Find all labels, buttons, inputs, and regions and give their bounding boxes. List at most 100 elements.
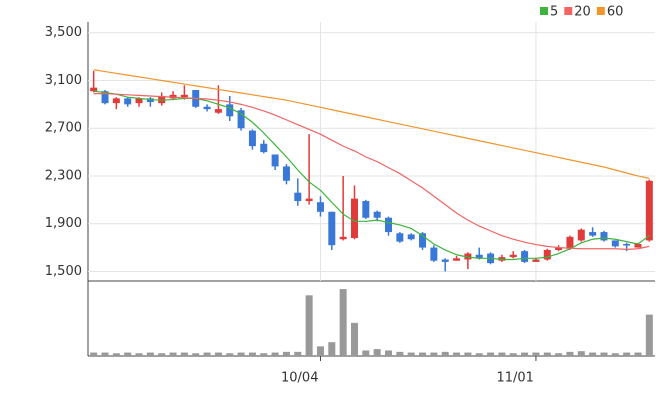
volume-bar [192, 353, 200, 356]
candle-body [350, 198, 358, 239]
volume-bar [611, 353, 619, 356]
legend-label: 5 [550, 5, 558, 20]
volume-bar [350, 322, 358, 356]
volume-bar [430, 352, 438, 356]
volume-bar [214, 352, 222, 356]
candle-body [453, 258, 461, 261]
candle-body [316, 202, 324, 212]
volume-bar [271, 352, 279, 356]
candle-body [623, 244, 631, 246]
candle-body [566, 236, 574, 249]
candle-body [645, 180, 653, 241]
ma-line [93, 90, 650, 261]
candle-body [203, 106, 211, 110]
candle-body [214, 109, 222, 113]
candle-body [430, 247, 438, 261]
candle-body [112, 98, 120, 104]
volume-bar [339, 289, 347, 356]
candle-body [294, 192, 302, 202]
y-tick-label: 3,100 [45, 73, 82, 88]
volume-bar [453, 352, 461, 356]
volume-bar [543, 352, 551, 356]
candle-body [373, 211, 381, 218]
volume-bar [226, 353, 234, 356]
volume-bar [294, 351, 302, 356]
legend-label: 60 [607, 5, 624, 20]
candle-body [180, 94, 188, 98]
x-tick-label: 11/01 [496, 371, 533, 386]
candle-body [589, 232, 597, 236]
ma-line [93, 93, 650, 250]
volume-bar [180, 352, 188, 356]
volume-bar [169, 352, 177, 356]
candle-body [237, 110, 245, 129]
candle-body [611, 240, 619, 247]
volume-bar [305, 295, 313, 356]
volume-bar [135, 353, 143, 356]
volume-bar [112, 353, 120, 356]
y-tick-label: 2,300 [45, 168, 82, 183]
volume-bar [464, 352, 472, 356]
y-tick-label: 1,500 [45, 264, 82, 279]
volume-bar [521, 352, 529, 356]
candle-body [339, 236, 347, 240]
volume-bar [385, 350, 393, 356]
volume-bar [158, 353, 166, 356]
candle-body [634, 244, 642, 248]
volume-bar [237, 352, 245, 356]
candle-body [282, 166, 290, 181]
volume-bar [90, 352, 98, 356]
volume-bar [566, 351, 574, 356]
candle-body [521, 251, 529, 262]
candle-body [475, 254, 483, 259]
legend-label: 20 [574, 5, 591, 20]
volume-bar [203, 352, 211, 356]
volume-bar [509, 353, 517, 356]
candle-body [226, 104, 234, 117]
volume-bar [555, 353, 563, 356]
candle-body [600, 232, 608, 241]
candle-body [271, 154, 279, 167]
volume-bar [441, 351, 449, 356]
candle-body [135, 98, 143, 104]
volume-bar [282, 351, 290, 356]
candle-body [248, 130, 256, 147]
legend-swatch [596, 7, 605, 15]
candle-body [419, 233, 427, 248]
candle-body [362, 201, 370, 218]
candle-body [441, 259, 449, 262]
volume-bar [623, 352, 631, 356]
y-tick-label: 1,900 [45, 216, 82, 231]
candle-body [407, 234, 415, 240]
x-tick-label: 10/04 [281, 371, 318, 386]
volume-bar [475, 353, 483, 356]
candle-body [124, 98, 132, 105]
volume-bar [373, 349, 381, 356]
volume-bar [146, 352, 154, 356]
candle-body [90, 87, 98, 92]
y-tick-label: 3,500 [45, 25, 82, 40]
candle-body [555, 247, 563, 250]
candle-body [543, 249, 551, 260]
volume-bar [487, 352, 495, 356]
volume-bar [407, 352, 415, 356]
volume-bar [248, 352, 256, 356]
ma-line [93, 69, 650, 179]
volume-bar [589, 352, 597, 356]
volume-bar [328, 342, 336, 356]
volume-bar [498, 352, 506, 356]
volume-bar [124, 352, 132, 356]
volume-bar [396, 351, 404, 356]
candle-body [305, 198, 313, 202]
candle-body [101, 91, 109, 104]
volume-bar [316, 346, 324, 356]
volume-bar [577, 351, 585, 356]
candle-body [260, 143, 268, 153]
legend-swatch [564, 7, 573, 15]
volume-bar [362, 350, 370, 356]
volume-bar [101, 352, 109, 356]
candle-body [577, 229, 585, 241]
y-tick-label: 2,700 [45, 121, 82, 136]
candle-body [396, 233, 404, 242]
candle-body [509, 254, 517, 258]
